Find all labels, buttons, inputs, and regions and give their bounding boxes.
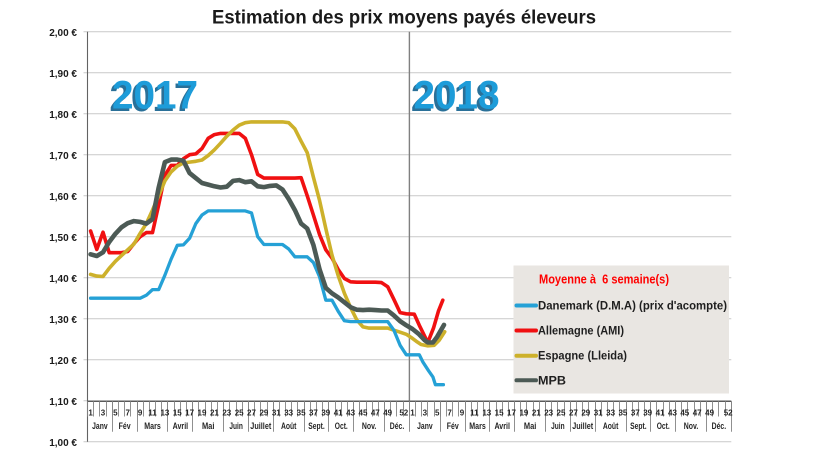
svg-text:5: 5 [435,408,440,417]
svg-text:41: 41 [334,408,343,417]
svg-text:Janv: Janv [417,421,433,431]
svg-text:2018: 2018 [411,76,497,120]
svg-text:2017: 2017 [112,74,198,118]
svg-text:29: 29 [259,408,268,417]
svg-text:1,70 €: 1,70 € [49,151,77,162]
svg-text:21: 21 [210,408,219,417]
svg-text:35: 35 [618,408,627,417]
svg-text:21: 21 [532,408,541,417]
svg-text:Avril: Avril [494,421,510,431]
svg-text:1,50 €: 1,50 € [49,233,77,244]
svg-text:7: 7 [447,408,452,417]
svg-text:45: 45 [359,408,368,417]
svg-text:31: 31 [272,408,281,417]
svg-text:1,80 €: 1,80 € [49,110,77,121]
svg-text:9: 9 [138,408,143,417]
svg-text:7: 7 [125,408,130,417]
svg-text:MPB: MPB [538,375,566,387]
svg-text:9: 9 [460,408,465,417]
svg-text:Mars: Mars [469,421,486,431]
svg-text:Estimation des prix moyens pay: Estimation des prix moyens payés éleveur… [212,8,596,29]
svg-text:3: 3 [101,408,106,417]
svg-text:11: 11 [470,408,479,417]
svg-text:1,40 €: 1,40 € [49,274,77,285]
svg-text:Janv: Janv [92,421,108,431]
svg-text:Mars: Mars [144,421,161,431]
svg-text:1: 1 [410,408,415,417]
svg-text:Juillet: Juillet [572,421,593,431]
svg-text:23: 23 [544,408,553,417]
svg-text:2017: 2017 [109,76,195,120]
svg-text:45: 45 [680,408,689,417]
svg-text:Juin: Juin [229,421,243,431]
svg-text:1,30 €: 1,30 € [49,315,77,326]
svg-text:Nov.: Nov. [684,421,699,431]
svg-text:1,60 €: 1,60 € [49,192,77,203]
svg-text:35: 35 [297,408,306,417]
svg-text:Déc.: Déc. [712,421,727,431]
svg-text:1,90 €: 1,90 € [49,69,77,80]
svg-text:25: 25 [557,408,566,417]
svg-text:27: 27 [247,408,256,417]
svg-text:15: 15 [173,408,182,417]
svg-text:43: 43 [346,408,355,417]
svg-text:Juin: Juin [551,421,565,431]
svg-text:17: 17 [507,408,516,417]
svg-text:25: 25 [235,408,244,417]
svg-text:27: 27 [569,408,578,417]
svg-text:37: 37 [631,408,640,417]
svg-text:31: 31 [594,408,603,417]
svg-text:47: 47 [693,408,702,417]
svg-text:Sept.: Sept. [630,421,647,431]
svg-text:1,20 €: 1,20 € [49,356,77,367]
svg-text:49: 49 [705,408,714,417]
svg-text:41: 41 [656,408,665,417]
svg-text:Août: Août [603,421,619,431]
svg-text:5: 5 [113,408,118,417]
svg-text:Sept.: Sept. [308,421,325,431]
svg-text:52: 52 [399,408,408,417]
svg-text:Déc.: Déc. [390,421,405,431]
svg-text:19: 19 [198,408,207,417]
svg-text:Espagne (Lleida): Espagne (Lleida) [538,351,627,363]
svg-text:49: 49 [383,408,392,417]
svg-text:19: 19 [519,408,528,417]
svg-text:39: 39 [643,408,652,417]
svg-text:Juillet: Juillet [250,421,271,431]
svg-text:39: 39 [321,408,330,417]
svg-text:23: 23 [222,408,231,417]
svg-text:Nov.: Nov. [362,421,377,431]
svg-text:Mai: Mai [202,421,215,431]
svg-text:1,10 €: 1,10 € [49,397,77,408]
svg-text:3: 3 [423,408,428,417]
svg-text:1,00 €: 1,00 € [49,438,77,449]
svg-text:29: 29 [581,408,590,417]
svg-text:33: 33 [284,408,293,417]
svg-text:17: 17 [185,408,194,417]
svg-text:33: 33 [606,408,615,417]
svg-text:37: 37 [309,408,318,417]
svg-text:Moyenne à 6 semaine(s): Moyenne à 6 semaine(s) [539,273,669,287]
svg-text:2018: 2018 [414,74,500,118]
svg-text:11: 11 [148,408,157,417]
svg-text:43: 43 [668,408,677,417]
svg-text:Fév: Fév [119,421,131,431]
svg-text:Allemagne (AMI): Allemagne (AMI) [538,326,624,338]
svg-text:1: 1 [88,408,93,417]
svg-text:Danemark (D.M.A) (prix d'acomp: Danemark (D.M.A) (prix d'acompte) [538,301,727,313]
svg-text:13: 13 [160,408,169,417]
svg-text:47: 47 [371,408,380,417]
svg-text:2,00 €: 2,00 € [49,28,77,39]
svg-text:13: 13 [482,408,491,417]
svg-text:Oct.: Oct. [335,421,348,431]
svg-text:Oct.: Oct. [657,421,670,431]
svg-text:Mai: Mai [524,421,537,431]
svg-text:Août: Août [281,421,297,431]
svg-text:Avril: Avril [173,421,189,431]
svg-text:Fév: Fév [447,421,459,431]
svg-text:15: 15 [495,408,504,417]
svg-text:52: 52 [724,408,733,417]
